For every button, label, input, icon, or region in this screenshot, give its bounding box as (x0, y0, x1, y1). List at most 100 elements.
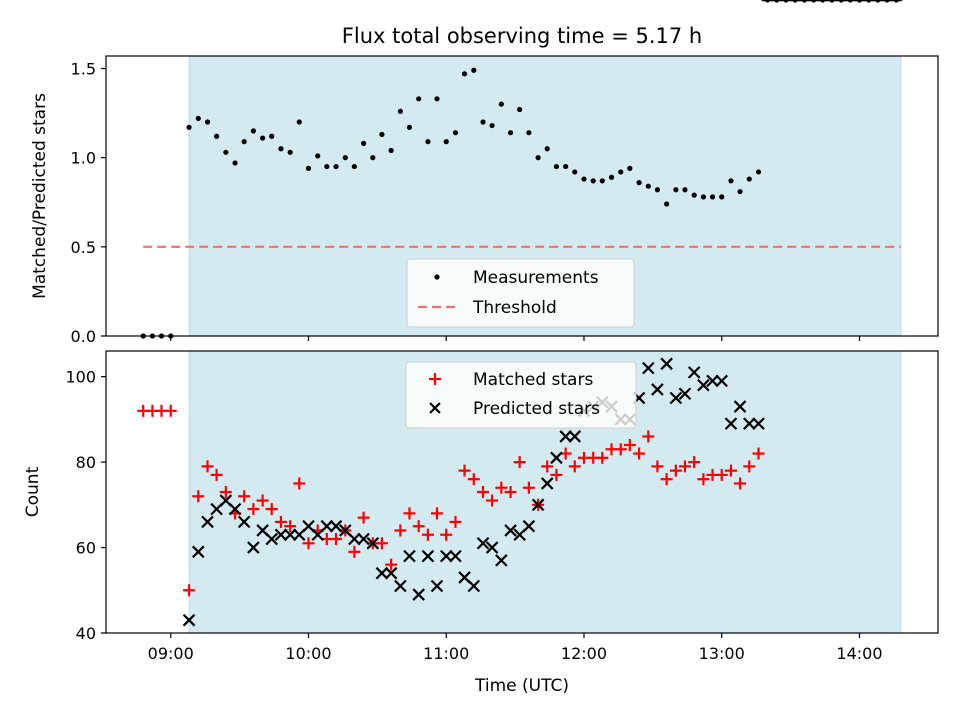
top-plot-frame (105, 55, 939, 337)
measurement-point (434, 96, 440, 102)
matched-star-point (210, 468, 223, 481)
matched-star-point (660, 473, 673, 486)
measurement-point (324, 163, 330, 170)
top-y-tick-label: 1.0 (71, 149, 96, 168)
bottom-x-tick-label: 10:00 (285, 644, 331, 663)
predicted-star-point (329, 519, 343, 533)
measurement-point (691, 192, 697, 198)
bottom-y-tick-label: 100 (65, 368, 96, 387)
predicted-star-point (320, 519, 334, 533)
predicted-star-point (715, 374, 729, 388)
legend-predicted-marker (429, 402, 441, 414)
predicted-star-point (485, 541, 499, 554)
predicted-star-point (642, 361, 655, 375)
legend-measurements-label: Measurements (473, 268, 599, 288)
measurement-point (443, 139, 449, 145)
predicted-star-point (752, 417, 765, 430)
measurement-point (480, 119, 486, 125)
predicted-star-point (265, 532, 278, 546)
measurement-point (526, 130, 532, 136)
measurement-point (370, 155, 376, 161)
predicted-star-point (724, 417, 738, 430)
measurement-point (700, 194, 707, 200)
predicted-star-point (228, 502, 242, 516)
top-y-tick-label: 0.0 (71, 327, 96, 346)
legend-measurements-marker (434, 274, 440, 280)
matched-star-point (265, 503, 278, 516)
measurement-point (425, 139, 431, 145)
measurement-point (544, 146, 550, 152)
bottom-y-tick-label: 80 (76, 453, 96, 472)
top-legend-box (406, 258, 635, 328)
measurement-point (645, 183, 651, 189)
bottom-x-tick-label: 13:00 (699, 644, 745, 663)
matched-star-point (743, 460, 756, 473)
measurement-point (746, 176, 752, 182)
predicted-star-point (375, 566, 389, 580)
predicted-star-point (522, 519, 536, 533)
predicted-star-point (348, 532, 361, 546)
matched-star-point (734, 477, 747, 490)
measurement-point (572, 169, 578, 175)
measurement-point (241, 139, 247, 145)
bottom-x-tick-label: 12:00 (561, 644, 607, 663)
matched-star-point (651, 460, 664, 473)
predicted-star-point (192, 545, 205, 559)
predicted-star-point (531, 498, 545, 512)
matched-star-point (541, 460, 554, 473)
matched-star-point (513, 456, 526, 469)
matched-star-point (678, 460, 691, 473)
predicted-star-point (660, 357, 673, 371)
matched-star-point (467, 473, 480, 486)
matched-star-point (477, 486, 490, 498)
predicted-star-point (697, 378, 710, 392)
predicted-star-point (743, 417, 756, 430)
matched-star-point (715, 468, 728, 481)
predicted-star-point (504, 524, 517, 537)
bottom-legend: Matched stars Predicted stars (405, 361, 637, 429)
matched-star-point (357, 511, 370, 524)
bottom-x-tick-label: 14:00 (836, 644, 882, 663)
predicted-star-point (366, 536, 380, 550)
chart-title: Flux total observing time = 5.17 h (342, 24, 702, 48)
measurement-point (517, 106, 523, 113)
measurement-point (654, 187, 661, 193)
measurement-point (599, 178, 605, 184)
top-legend: Measurements Threshold (406, 258, 635, 328)
measurement-point (452, 130, 459, 136)
measurement-point (287, 149, 293, 155)
predicted-star-point (412, 588, 425, 601)
measurement-point (186, 124, 192, 130)
matched-star-point (421, 528, 434, 541)
predicted-star-point (467, 579, 481, 593)
measurement-point (664, 201, 670, 207)
measurement-point (471, 67, 477, 73)
measurement-point (507, 130, 514, 136)
matched-star-point (284, 520, 297, 533)
measurement-point (315, 153, 321, 159)
measurement-point (379, 131, 385, 138)
predicted-star-point (384, 566, 398, 580)
predicted-star-point (669, 391, 683, 405)
bottom-legend-box (405, 361, 637, 429)
measurement-point (260, 135, 266, 141)
measurement-point (682, 187, 688, 193)
predicted-star-point (237, 515, 251, 529)
measurement-point (673, 187, 679, 193)
bottom-panel: 40 60 80 100 09:00 10:00 11:00 12:00 13:00 14:00… (23, 0, 939, 696)
measurement-point (563, 163, 569, 170)
measurement-point (461, 71, 468, 77)
bottom-x-tick-label: 11:00 (423, 644, 469, 663)
predicted-star-point (201, 515, 214, 529)
matched-star-point (724, 464, 737, 477)
legend-matched-marker (429, 373, 441, 385)
matched-star-point (504, 486, 517, 498)
bottom-x-tick-label: 09:00 (148, 644, 194, 663)
measurement-point (498, 101, 504, 107)
predicted-star-point (540, 477, 554, 490)
measurement-point (553, 163, 560, 170)
matched-star-point (256, 494, 269, 507)
predicted-star-point (476, 536, 490, 550)
measurement-point (360, 140, 367, 146)
predicted-star-point (651, 383, 664, 396)
